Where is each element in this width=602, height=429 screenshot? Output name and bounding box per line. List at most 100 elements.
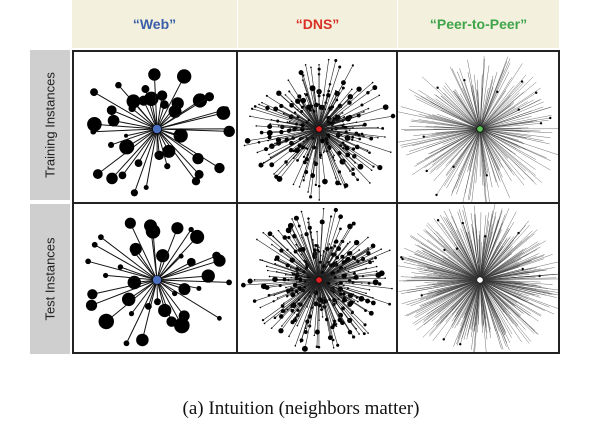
edge — [297, 279, 320, 326]
neighbor-node — [162, 144, 176, 158]
neighbor-node — [294, 289, 299, 294]
neighbor-node — [337, 317, 343, 323]
edge — [479, 81, 525, 130]
edge — [479, 63, 523, 130]
edge — [256, 239, 320, 281]
edge — [479, 92, 520, 130]
edge — [436, 279, 481, 296]
edge — [268, 279, 320, 296]
edge — [318, 216, 332, 281]
edge — [440, 109, 481, 130]
edge — [430, 128, 481, 172]
neighbor-node — [322, 151, 325, 154]
edge — [318, 128, 354, 170]
neighbor-node — [130, 189, 138, 197]
edge — [433, 272, 481, 281]
edge — [479, 128, 521, 149]
edge — [304, 279, 320, 299]
neighbor-node — [129, 242, 142, 256]
neighbor-node — [400, 256, 403, 259]
neighbor-node — [344, 145, 350, 151]
edge — [138, 128, 158, 164]
neighbor-node — [303, 286, 307, 289]
edge — [479, 91, 498, 130]
cell-test-web — [72, 202, 238, 354]
edge — [479, 71, 510, 130]
edge — [281, 105, 320, 130]
graph-test-p2p — [398, 204, 558, 352]
edge — [479, 128, 536, 160]
neighbor-node — [340, 134, 343, 136]
edge — [467, 128, 481, 201]
edge — [417, 267, 481, 281]
neighbor-node — [304, 297, 306, 300]
edge — [418, 264, 481, 281]
edge — [479, 279, 513, 335]
neighbor-node — [160, 100, 169, 109]
neighbor-node — [374, 256, 377, 260]
neighbor-node — [250, 107, 254, 110]
neighbor-node — [297, 298, 301, 301]
edge — [479, 128, 519, 141]
neighbor-node — [351, 221, 356, 226]
edge — [318, 279, 376, 283]
neighbor-node — [368, 289, 371, 291]
neighbor-node — [333, 154, 335, 157]
edge — [479, 279, 524, 315]
center-node — [152, 275, 162, 285]
neighbor-node — [348, 129, 351, 131]
edge — [479, 128, 489, 174]
neighbor-node — [284, 160, 288, 164]
edge — [479, 236, 511, 281]
edge — [156, 95, 163, 130]
row-header-training: Training Instances — [30, 50, 70, 200]
neighbor-node — [344, 267, 347, 269]
edge — [479, 65, 490, 130]
neighbor-node — [153, 298, 161, 306]
edge — [479, 279, 505, 313]
neighbor-node — [321, 316, 324, 318]
edge — [156, 279, 230, 283]
edge — [443, 85, 481, 130]
neighbor-node — [279, 314, 284, 319]
edge — [318, 112, 343, 130]
edge — [156, 128, 168, 167]
neighbor-node — [272, 276, 278, 283]
edge — [318, 279, 337, 325]
edge — [314, 279, 320, 336]
neighbor-node — [324, 108, 327, 111]
edge — [432, 114, 481, 130]
graph-test-web — [85, 217, 232, 347]
neighbor-node — [288, 128, 292, 131]
neighbor-node — [164, 163, 171, 170]
edge — [479, 279, 487, 352]
edge — [419, 279, 481, 306]
edge — [126, 279, 158, 344]
neighbor-node — [389, 151, 392, 153]
edge — [479, 279, 535, 334]
edge — [479, 128, 486, 174]
neighbor-node — [332, 319, 337, 323]
edge — [305, 64, 320, 130]
neighbor-node — [351, 135, 355, 139]
edge — [442, 128, 481, 145]
edge — [318, 246, 336, 281]
edge — [428, 279, 481, 294]
figure-caption: (a) Intuition (neighbors matter) — [182, 398, 420, 419]
neighbor-node — [311, 104, 314, 107]
neighbor-node — [281, 325, 283, 327]
center-node — [152, 124, 162, 134]
edge — [318, 279, 366, 326]
neighbor-node — [273, 106, 279, 112]
neighbor-node — [308, 108, 312, 112]
edge — [479, 106, 551, 130]
edge — [318, 241, 351, 281]
edge — [479, 128, 487, 176]
edge — [479, 74, 526, 130]
neighbor-node — [341, 298, 346, 303]
neighbor-node — [293, 111, 297, 114]
edge — [479, 128, 497, 183]
neighbor-node — [334, 58, 338, 63]
edge — [461, 279, 481, 339]
neighbor-node — [256, 151, 259, 154]
